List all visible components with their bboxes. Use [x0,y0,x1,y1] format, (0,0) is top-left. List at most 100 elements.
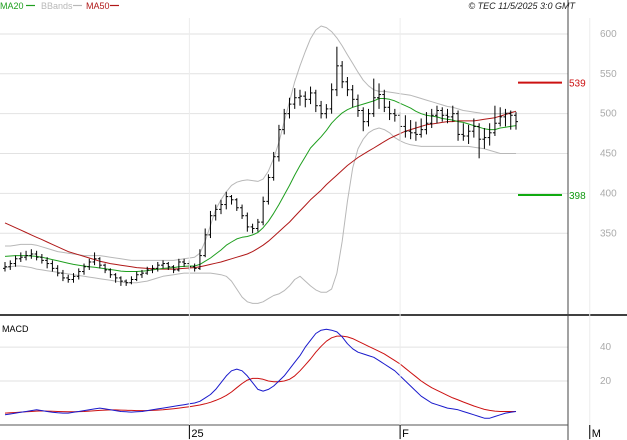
macd-tick-label: 20 [600,376,612,387]
ohlc-bar [261,196,266,226]
ohlc-bar [450,105,455,122]
ohlc-bar [218,199,223,215]
legend-label: MA20 [0,1,24,11]
price-panel: 350 400 450 500 550 600 539 398 [0,25,617,304]
ohlc-bar [45,257,50,269]
ohlc-bar [498,107,503,127]
ohlc-bar [471,118,476,138]
ohlc-bar [250,223,255,234]
ohlc-bar [271,151,276,181]
ohlc-bar [82,263,87,275]
x-tick-label: M [592,428,601,440]
ohlc-bar [324,104,329,119]
price-tick-label: 500 [600,109,617,120]
ohlc-bar [440,107,445,122]
ohlc-bar [298,89,303,106]
ohlc-bar [55,265,60,277]
legend-label: BBands [41,1,73,11]
ohlc-bar [92,252,97,266]
ohlc-bar [134,271,139,282]
ohlc-bar [424,112,429,135]
ohlc-bar [292,88,297,109]
ohlc-bar [118,276,123,286]
ohlc-bar [129,276,134,285]
ohlc-bar [340,61,345,89]
ohlc-bar [303,91,308,108]
ohlc-bar [176,258,181,272]
ohlc-bar [366,108,371,127]
ohlc-bar [403,115,408,138]
ohlc-bar [240,204,245,219]
ohlc-bar [3,261,7,272]
ohlc-bar [355,94,360,117]
ohlc-bar [408,120,413,140]
ohlc-bar [456,110,461,141]
ohlc-bar [97,257,102,269]
ohlc-bar [334,46,339,97]
macd-title: MACD [2,324,29,334]
ohlc-bar [161,260,166,269]
ohlc-bar [71,273,76,283]
ohlc-bar [182,258,187,267]
ohlc-bar [103,263,108,274]
ohlc-bar [50,260,55,272]
ohlc-bar [29,249,34,259]
ohlc-bar [319,100,324,119]
level-label: 539 [569,79,586,90]
x-tick-label: F [402,428,409,440]
macd-signal-line [4,335,516,414]
ohlc-bar [350,84,355,108]
ohlc-bar [514,112,518,130]
ohlc-bar [60,269,65,282]
ohlc-bar [87,258,92,270]
ma20-line [4,98,517,272]
ohlc-bar [213,204,218,221]
ohlc-bar [224,191,229,210]
ohlc-bar [477,123,482,159]
price-tick-label: 600 [600,29,617,40]
ohlc-bar [18,252,23,262]
macd-line [4,328,517,419]
macd-tick-label: 40 [600,342,612,353]
price-tick-label: 350 [600,228,617,239]
ohlc-bar [371,78,376,117]
ohlc-bar [492,105,497,136]
ohlc-bar [487,123,492,146]
ohlc-bar [266,174,271,205]
ohlc-bar [197,249,202,270]
bbands-lower-line [4,127,516,304]
ohlc-bar [387,100,392,121]
ohlc-bar [287,97,292,119]
bbands-upper-line [5,25,517,261]
ohlc-bar [361,107,366,132]
ohlc-bar [13,255,18,267]
ohlc-bar [203,228,208,258]
ohlc-bar [229,195,234,205]
ohlc-bar [445,108,450,124]
ma50-line [4,110,517,270]
ohlc-bar [434,105,439,124]
ohlc-bar [155,261,160,272]
ohlc-bar [345,77,350,97]
ohlc-bar [113,273,118,283]
ohlc-bar [392,108,397,122]
ohlc-bar [429,108,434,129]
ohlc-bar [166,261,171,270]
ohlc-bar [171,265,176,274]
ohlc-bar [508,110,513,130]
legend-label: MA50 [86,1,110,11]
price-tick-label: 450 [600,149,617,160]
ohlc-bar [66,274,71,283]
ohlc-bar [419,118,424,138]
ohlc-bar [108,268,113,278]
ohlc-bar [308,86,313,105]
level-label: 398 [569,191,586,202]
ohlc-bar [24,250,29,261]
price-tick-label: 400 [600,188,617,199]
ohlc-bar [276,124,281,162]
ohlc-bar [39,254,44,264]
ohlc-bar [150,265,155,274]
ohlc-bar [255,218,260,232]
